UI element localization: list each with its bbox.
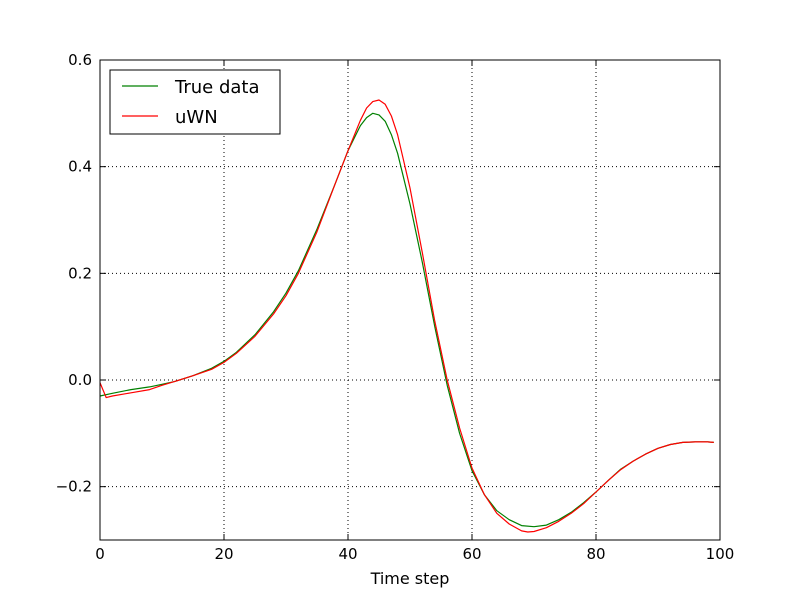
y-tick-label: 0.2 <box>68 264 92 282</box>
plot-frame <box>99 59 721 541</box>
axis-tick-labels: 0 20 40 60 80 100 −0.2 0.0 0.2 0.4 0.6 <box>56 51 735 563</box>
series-line-uwn <box>99 99 714 533</box>
y-tick-label: 0.4 <box>68 158 92 176</box>
legend: True data uWN <box>109 69 281 135</box>
legend-label-uwn: uWN <box>175 107 218 128</box>
x-tick-label: 80 <box>586 545 605 563</box>
x-tick-label: 0 <box>95 545 105 563</box>
legend-entries: True data uWN <box>122 77 260 128</box>
legend-label-true-data: True data <box>174 77 260 98</box>
y-tick-label: −0.2 <box>56 478 92 496</box>
x-tick-label: 40 <box>338 545 357 563</box>
y-tick-label: 0.0 <box>68 371 92 389</box>
axis-ticks <box>99 59 721 540</box>
grid <box>100 60 720 540</box>
series-lines <box>99 99 714 533</box>
x-tick-label: 100 <box>706 545 735 563</box>
legend-frame <box>109 69 281 135</box>
x-tick-label: 20 <box>214 545 233 563</box>
x-axis-label: Time step <box>370 569 450 588</box>
plot-area <box>100 60 720 540</box>
x-tick-label: 60 <box>462 545 481 563</box>
y-tick-label: 0.6 <box>68 51 92 69</box>
